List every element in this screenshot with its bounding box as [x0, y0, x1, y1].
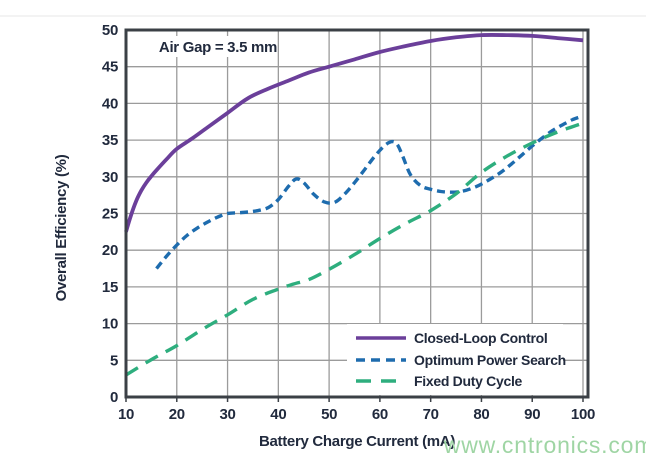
x-tick-label: 10	[118, 406, 134, 423]
y-tick-label: 35	[102, 132, 118, 149]
x-tick-label: 20	[169, 406, 185, 423]
series-line-fixed-duty-cycle	[125, 121, 584, 377]
series-line-optimum-power-search	[155, 114, 584, 270]
y-tick-label: 15	[102, 279, 118, 296]
y-tick-label: 0	[110, 389, 118, 406]
series-line-closed-loop-control	[124, 33, 584, 233]
x-tick-label: 40	[270, 406, 286, 423]
x-tick-label: 60	[372, 406, 388, 423]
y-tick-label: 20	[102, 242, 118, 259]
tick-labels: 10 20 30 40 50 60 70 80 90 100 0 5 10 15 20 25 30 35 40 45 5…	[102, 22, 595, 423]
x-tick-label: 80	[473, 406, 489, 423]
y-tick-label: 10	[102, 316, 118, 333]
x-axis-title: Battery Charge Current (mA)	[259, 433, 455, 450]
legend-item-closed-loop: Closed-Loop Control	[356, 330, 548, 346]
y-tick-label: 5	[110, 352, 118, 369]
legend-label-closed-loop: Closed-Loop Control	[414, 330, 548, 346]
x-tick-label: 90	[524, 406, 540, 423]
watermark-text: www.cntronics.com	[443, 432, 646, 458]
legend: Closed-Loop Control Optimum Power Search…	[347, 324, 566, 395]
y-tick-label: 25	[102, 206, 118, 223]
y-tick-label: 50	[102, 22, 118, 39]
x-tick-label: 100	[571, 406, 595, 423]
legend-item-optimum-power: Optimum Power Search	[356, 352, 566, 368]
legend-label-optimum-power: Optimum Power Search	[414, 352, 566, 368]
x-tick-label: 70	[423, 406, 439, 423]
y-tick-label: 40	[102, 95, 118, 112]
data-curves	[124, 33, 584, 377]
y-axis-title: Overall Efficiency (%)	[53, 154, 70, 301]
legend-background	[347, 324, 563, 395]
y-tick-label: 45	[102, 59, 118, 76]
y-tick-label: 30	[102, 169, 118, 186]
legend-item-fixed-duty: Fixed Duty Cycle	[356, 373, 523, 389]
x-tick-label: 30	[220, 406, 236, 423]
annotation-background	[163, 36, 271, 57]
air-gap-annotation: Air Gap = 3.5 mm	[159, 39, 277, 56]
legend-label-fixed-duty: Fixed Duty Cycle	[414, 373, 523, 389]
plot-border	[124, 28, 590, 399]
x-tick-label: 50	[321, 406, 337, 423]
